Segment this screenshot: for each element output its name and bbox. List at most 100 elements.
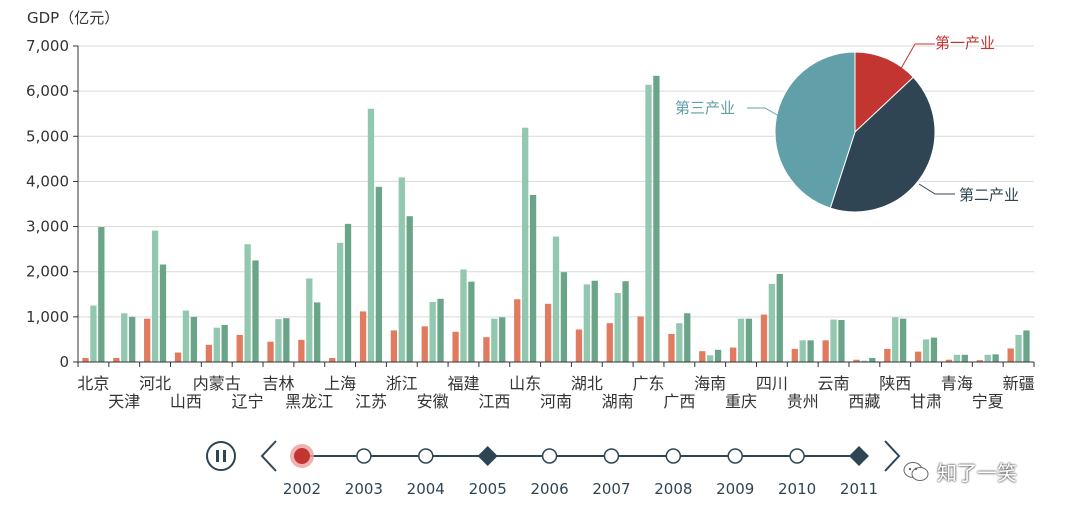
bar-云南-第二产业: [830, 319, 837, 362]
bar-黑龙江-第三产业: [314, 302, 321, 362]
timeline-year-label[interactable]: 2004: [407, 480, 445, 498]
timeline-year-label[interactable]: 2002: [283, 480, 321, 498]
bar-贵州-第二产业: [799, 340, 806, 362]
bar-吉林-第三产业: [283, 318, 290, 362]
y-tick-label: 6,000: [26, 82, 69, 100]
bar-安徽-第三产业: [437, 298, 444, 362]
y-tick-label: 1,000: [26, 308, 69, 326]
bar-山东-第三产业: [529, 194, 537, 362]
x-tick-label: 安徽: [417, 392, 449, 411]
pause-icon: [206, 441, 236, 471]
bar-山西-第三产业: [190, 316, 197, 362]
bar-福建-第二产业: [460, 269, 467, 362]
bar-江西-第一产业: [483, 337, 490, 362]
bar-上海-第二产业: [336, 242, 344, 362]
watermark: 知了一笑: [903, 457, 1017, 486]
bar-天津-第二产业: [121, 313, 128, 362]
bar-青海-第一产业: [945, 359, 953, 362]
timeline-marker[interactable]: [418, 448, 434, 464]
timeline-marker[interactable]: [727, 448, 743, 464]
timeline-marker[interactable]: [541, 448, 558, 464]
bar-辽宁-第二产业: [244, 244, 251, 362]
x-tick-label: 广东: [633, 374, 665, 393]
x-tick-label: 河北: [139, 374, 171, 393]
next-arrow-icon[interactable]: [884, 440, 901, 472]
bar-新疆-第一产业: [1007, 348, 1014, 362]
bar-福建-第三产业: [468, 281, 475, 362]
bar-安徽-第二产业: [429, 301, 436, 362]
timeline-year-label[interactable]: 2010: [778, 480, 816, 498]
x-tick-label: 内蒙古: [193, 374, 241, 393]
pause-button[interactable]: [206, 441, 236, 471]
x-axis: 北京天津河北山西内蒙古辽宁吉林黑龙江上海江苏浙江安徽福建江西山东河南湖北湖南广东…: [77, 361, 1035, 411]
timeline-marker[interactable]: [849, 446, 869, 466]
bar-湖北-第二产业: [583, 284, 590, 362]
timeline-marker[interactable]: [789, 448, 805, 464]
bar-江苏-第三产业: [375, 186, 383, 362]
x-tick-label: 山西: [170, 392, 202, 411]
timeline-year-label[interactable]: 2009: [716, 480, 754, 498]
bar-青海-第二产业: [953, 354, 961, 362]
x-tick-label: 贵州: [787, 392, 819, 411]
x-tick-label: 甘肃: [910, 392, 942, 411]
x-tick-label: 北京: [77, 374, 109, 393]
bar-海南-第二产业: [707, 355, 714, 362]
bar-海南-第一产业: [699, 351, 706, 362]
timeline-year-label[interactable]: 2007: [592, 480, 630, 498]
x-tick-label: 新疆: [1003, 374, 1035, 393]
timeline-marker[interactable]: [356, 448, 372, 464]
bar-江西-第二产业: [491, 318, 498, 362]
timeline-year-label[interactable]: 2008: [654, 480, 692, 498]
timeline-marker[interactable]: [665, 448, 682, 464]
bar-四川-第一产业: [760, 314, 768, 362]
bar-山东-第二产业: [522, 127, 529, 362]
bar-山西-第一产业: [174, 352, 182, 362]
bar-贵州-第一产业: [791, 348, 798, 362]
bar-宁夏-第一产业: [976, 360, 983, 362]
bar-西藏-第一产业: [853, 359, 860, 362]
timeline-marker[interactable]: [603, 448, 620, 464]
bar-宁夏-第二产业: [984, 354, 991, 362]
x-tick-label: 云南: [818, 374, 850, 393]
x-tick-label: 四川: [756, 374, 788, 393]
bar-黑龙江-第二产业: [306, 278, 313, 362]
timeline-year-label[interactable]: 2011: [840, 480, 878, 498]
x-tick-label: 天津: [108, 392, 140, 411]
x-tick-label: 重庆: [725, 392, 757, 411]
bar-贵州-第三产业: [807, 340, 814, 362]
y-tick-label: 0: [59, 353, 69, 371]
bar-山西-第二产业: [182, 310, 190, 362]
bar-广东-第三产业: [653, 75, 660, 363]
timeline[interactable]: 2002 2003 2004 2005 2006 2007 2008 2009 2010 2011: [206, 440, 901, 498]
bar-湖南-第三产业: [622, 281, 629, 362]
x-tick-label: 福建: [447, 374, 479, 393]
bar-北京-第三产业: [98, 227, 105, 362]
x-tick-label: 海南: [694, 374, 726, 393]
timeline-year-label[interactable]: 2005: [469, 480, 507, 498]
bar-重庆-第三产业: [745, 318, 753, 362]
bar-新疆-第三产业: [1023, 330, 1030, 362]
x-tick-label: 陕西: [879, 374, 911, 393]
bar-青海-第三产业: [961, 354, 968, 362]
x-tick-label: 辽宁: [232, 392, 264, 411]
bar-陕西-第三产业: [899, 318, 907, 362]
x-tick-label: 江西: [478, 392, 510, 411]
bar-甘肃-第二产业: [922, 339, 930, 362]
timeline-current-marker[interactable]: [294, 448, 310, 464]
timeline-year-label[interactable]: 2006: [530, 480, 568, 498]
bar-北京-第二产业: [90, 305, 97, 362]
x-tick-label: 浙江: [386, 374, 418, 393]
bar-广东-第一产业: [637, 316, 644, 362]
prev-arrow-icon[interactable]: [260, 440, 277, 472]
bar-天津-第一产业: [113, 357, 120, 362]
bar-新疆-第二产业: [1015, 334, 1022, 362]
bar-湖北-第三产业: [591, 280, 598, 362]
bar-广西-第二产业: [676, 323, 683, 362]
bar-天津-第三产业: [129, 316, 136, 362]
bar-辽宁-第一产业: [236, 334, 243, 362]
bar-内蒙古-第三产业: [221, 324, 228, 362]
bar-广西-第一产业: [668, 334, 675, 362]
timeline-year-label[interactable]: 2003: [345, 480, 383, 498]
timeline-marker[interactable]: [477, 446, 498, 466]
